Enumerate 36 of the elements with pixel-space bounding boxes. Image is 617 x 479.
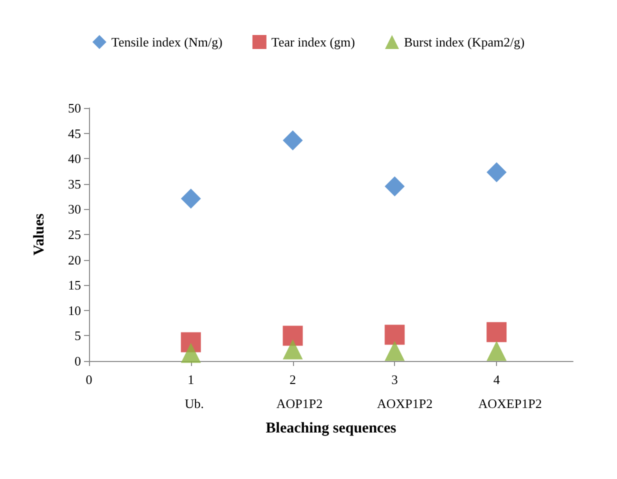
y-tick-label: 15	[68, 278, 81, 293]
point	[180, 342, 201, 363]
legend-label: Tensile index (Nm/g)	[111, 34, 222, 50]
point	[180, 188, 201, 209]
y-tick-label: 35	[68, 176, 81, 192]
text: Ub.	[184, 396, 204, 411]
point	[486, 322, 507, 342]
x-tick-label: 2	[290, 372, 296, 387]
x-tick-label: 1	[188, 372, 194, 387]
y-axis-title: Values	[32, 213, 48, 256]
point	[486, 162, 507, 182]
y-tick-label: 40	[68, 151, 81, 166]
x-tick-label: 0	[86, 372, 92, 387]
legend-label: Tear index (gm)	[271, 34, 355, 50]
text: AOXEP1P2	[478, 396, 542, 411]
point	[384, 176, 405, 196]
y-tick-label: 10	[68, 302, 81, 318]
y-tick-label: 5	[74, 328, 81, 344]
y-tick-label: 45	[68, 126, 81, 141]
y-tick-label: 25	[68, 227, 81, 242]
text: AOXP1P2	[376, 396, 433, 411]
point	[282, 339, 303, 360]
x-tick-label: 4	[493, 372, 500, 387]
y-tick-label: 20	[68, 252, 81, 268]
x-axis-title: Bleaching sequences	[266, 420, 396, 436]
text: AOP1P2	[276, 396, 323, 411]
y-tick-label: 30	[68, 202, 81, 217]
x-tick-label: 3	[391, 372, 398, 387]
y-tick-label: 50	[68, 100, 81, 116]
point	[282, 130, 303, 150]
legend-label: Burst index (Kpam2/g)	[404, 34, 525, 50]
point	[486, 340, 507, 361]
point	[282, 326, 303, 346]
point	[384, 340, 405, 361]
point	[384, 324, 405, 345]
y-tick-label: 0	[74, 354, 81, 368]
